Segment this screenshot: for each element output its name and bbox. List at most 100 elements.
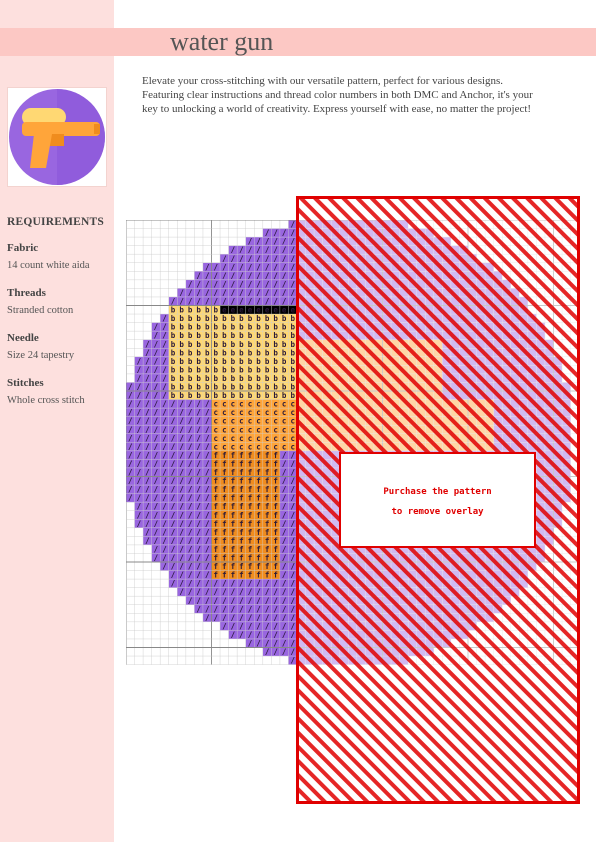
stitch-symbol: / bbox=[162, 511, 167, 520]
stitch-symbol: f bbox=[239, 485, 244, 494]
stitch-symbol: f bbox=[222, 519, 227, 528]
stitch-symbol: f bbox=[273, 519, 278, 528]
stitch-symbol: / bbox=[273, 254, 278, 263]
stitch-cell bbox=[126, 485, 135, 494]
stitch-cell bbox=[288, 408, 297, 417]
stitch-cell bbox=[228, 510, 238, 520]
stitch-symbol: b bbox=[256, 331, 261, 340]
stitch-cell bbox=[271, 399, 280, 409]
stitch-symbol: / bbox=[188, 280, 193, 289]
stitch-cell bbox=[254, 596, 263, 605]
stitch-symbol: b bbox=[265, 323, 270, 332]
stitch-symbol: / bbox=[248, 280, 253, 289]
pattern-description: Elevate your cross-stitching with our ve… bbox=[142, 75, 533, 115]
stitch-cell bbox=[194, 288, 203, 297]
purchase-notice[interactable]: Purchase the pattern to remove overlay bbox=[339, 452, 536, 548]
stitch-cell bbox=[279, 408, 289, 417]
stitch-symbol: / bbox=[137, 519, 142, 528]
stitch-cell bbox=[254, 339, 263, 349]
stitch-cell bbox=[228, 416, 238, 426]
stitch-cell bbox=[279, 562, 289, 571]
stitch-cell bbox=[160, 493, 169, 503]
stitch-symbol: / bbox=[145, 494, 150, 503]
stitch-cell bbox=[288, 433, 297, 443]
stitch-cell bbox=[194, 562, 203, 571]
stitch-symbol: / bbox=[162, 554, 167, 563]
stitch-cell bbox=[177, 288, 186, 297]
stitch-cell bbox=[185, 408, 195, 417]
stitch-symbol: / bbox=[162, 400, 167, 409]
stitch-symbol: / bbox=[171, 562, 176, 571]
stitch-symbol: f bbox=[231, 511, 236, 520]
stitch-cell bbox=[271, 254, 280, 263]
stitch-symbol: / bbox=[145, 374, 150, 383]
stitch-symbol: / bbox=[188, 519, 193, 528]
stitch-cell bbox=[237, 527, 246, 537]
stitch-cell bbox=[143, 519, 152, 528]
stitch-cell bbox=[279, 638, 289, 648]
stitch-symbol: / bbox=[128, 400, 133, 409]
stitch-symbol: f bbox=[239, 545, 244, 554]
stitch-symbol: f bbox=[214, 519, 219, 528]
stitch-cell bbox=[177, 519, 186, 528]
stitch-cell bbox=[271, 467, 280, 477]
stitch-cell bbox=[202, 442, 212, 451]
stitch-cell bbox=[134, 399, 144, 409]
stitch-symbol: / bbox=[256, 271, 261, 280]
stitch-cell bbox=[288, 305, 297, 315]
stitch-cell bbox=[126, 459, 135, 468]
stitch-symbol: b bbox=[205, 340, 210, 349]
stitch-cell bbox=[160, 399, 169, 409]
stitch-cell bbox=[220, 365, 229, 374]
stitch-cell bbox=[288, 254, 297, 263]
stitch-symbol: / bbox=[145, 451, 150, 460]
stitch-cell bbox=[220, 425, 229, 434]
stitch-symbol: / bbox=[273, 271, 278, 280]
stitch-cell bbox=[151, 476, 161, 486]
stitch-symbol: f bbox=[265, 477, 270, 486]
stitch-symbol: b bbox=[196, 314, 201, 323]
stitch-cell bbox=[194, 365, 203, 374]
stitch-symbol: / bbox=[196, 494, 201, 503]
stitch-symbol: / bbox=[290, 622, 295, 631]
stitch-symbol: / bbox=[188, 408, 193, 417]
stitch-cell bbox=[288, 596, 297, 605]
stitch-symbol: / bbox=[205, 451, 210, 460]
stitch-symbol: e bbox=[222, 306, 227, 315]
stitch-cell bbox=[237, 510, 246, 520]
stitch-symbol: f bbox=[239, 536, 244, 545]
stitch-cell bbox=[177, 348, 186, 357]
stitch-symbol: b bbox=[265, 331, 270, 340]
stitch-symbol: f bbox=[231, 562, 236, 571]
stitch-symbol: c bbox=[282, 425, 287, 434]
stitch-cell bbox=[185, 485, 195, 494]
stitch-cell bbox=[185, 339, 195, 349]
stitch-symbol: / bbox=[290, 468, 295, 477]
stitch-symbol: / bbox=[145, 536, 150, 545]
stitch-symbol: b bbox=[214, 365, 219, 374]
stitch-symbol: / bbox=[205, 408, 210, 417]
stitch-cell bbox=[237, 570, 246, 580]
stitch-symbol: / bbox=[265, 237, 270, 246]
stitch-symbol: f bbox=[231, 494, 236, 503]
stitch-cell bbox=[168, 510, 178, 520]
stitch-cell bbox=[237, 373, 246, 383]
stitch-symbol: b bbox=[196, 374, 201, 383]
stitch-symbol: f bbox=[265, 554, 270, 563]
stitch-symbol: b bbox=[248, 340, 253, 349]
stitch-symbol: f bbox=[248, 545, 253, 554]
stitch-symbol: / bbox=[154, 485, 159, 494]
stitch-cell bbox=[262, 510, 272, 520]
stitch-cell bbox=[160, 536, 169, 545]
stitch-cell bbox=[168, 356, 178, 366]
stitch-cell bbox=[245, 476, 255, 486]
stitch-symbol: / bbox=[282, 613, 287, 622]
stitch-cell bbox=[185, 536, 195, 545]
stitch-symbol: c bbox=[256, 400, 261, 409]
stitch-symbol: / bbox=[290, 588, 295, 597]
stitch-cell bbox=[211, 459, 221, 468]
stitch-cell bbox=[245, 544, 255, 554]
stitch-cell bbox=[228, 467, 238, 477]
stitch-symbol: / bbox=[205, 613, 210, 622]
stitch-cell bbox=[245, 604, 255, 614]
